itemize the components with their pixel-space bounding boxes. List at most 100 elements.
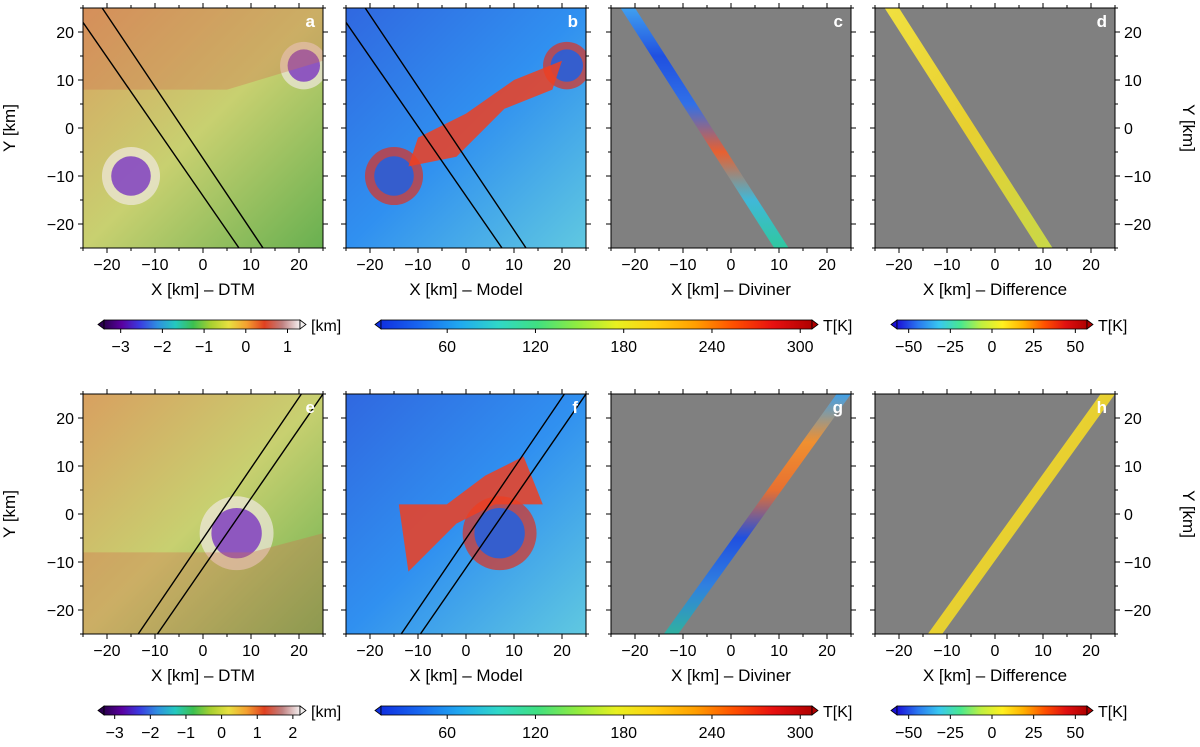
y-tick-label: 0	[65, 121, 74, 138]
y-tick-label: −20	[1124, 217, 1151, 234]
x-tick-label: −20	[885, 257, 912, 274]
x-axis-label: X [km] – Diviner	[671, 666, 791, 685]
axis-ticks	[78, 389, 328, 639]
colorbar-tick-label: 25	[1025, 339, 1043, 356]
colorbar-unit: [km]	[311, 318, 341, 335]
x-tick-label: 0	[462, 643, 471, 660]
colorbar-tick-label: −3	[106, 725, 124, 742]
diviner-swath	[620, 8, 789, 248]
x-tick-label: −10	[669, 643, 696, 660]
colorbar-tick-label: 2	[288, 725, 297, 742]
y-tick-label: 10	[1124, 73, 1142, 90]
colorbar-tick-label: 50	[1066, 725, 1084, 742]
swath-boundary-line	[137, 394, 302, 634]
swath-boundary-line	[346, 22, 503, 248]
x-tick-label: −10	[141, 257, 168, 274]
panel-letter: b	[568, 12, 578, 31]
y-tick-label: 10	[56, 73, 74, 90]
y-axis-label: Y [km]	[1179, 104, 1198, 152]
swath-boundary-line	[419, 394, 586, 634]
y-tick-label: −10	[1124, 169, 1151, 186]
y-tick-label: 20	[56, 25, 74, 42]
x-tick-label: 20	[818, 643, 836, 660]
x-tick-label: −20	[621, 257, 648, 274]
axis-ticks	[870, 389, 1120, 639]
panel-a: a −20 −10 0 10 20 X [km] – DTM −20 −10 0 10 20 Y [km…	[0, 3, 328, 299]
axis-ticks	[78, 3, 328, 253]
x-tick-label: 20	[1082, 257, 1100, 274]
y-tick-label: −20	[47, 217, 74, 234]
y-tick-label: −20	[1124, 603, 1151, 620]
swath-boundary-line	[400, 394, 565, 634]
crater-floor	[211, 508, 262, 559]
colorbar-tick-label: 60	[438, 725, 456, 742]
colorbar-tick-label: 180	[610, 339, 637, 356]
colorbar-unit: T[K]	[1098, 318, 1127, 335]
colorbar-tick-label: −50	[895, 725, 922, 742]
crater-floor	[374, 156, 414, 196]
colorbar-tick-label: −1	[177, 725, 195, 742]
colorbar-tick-label: 300	[787, 339, 814, 356]
x-tick-label: 0	[991, 257, 1000, 274]
x-tick-label: 10	[770, 257, 788, 274]
warm-region	[408, 60, 562, 167]
colorbar-tick-label: 240	[699, 725, 726, 742]
y-tick-label: 10	[56, 459, 74, 476]
panel-f: f −20 −10 0 10 20 X [km] – Model	[341, 389, 591, 685]
x-tick-label: −10	[669, 257, 696, 274]
x-tick-label: 0	[199, 257, 208, 274]
panel-h: h −20 −10 0 10 20 X [km] – Difference −20 −10 0 10…	[870, 389, 1198, 685]
colorbar-gradient	[896, 705, 1088, 716]
colorbar-tick-label: 60	[438, 339, 456, 356]
swath-boundary-line	[83, 22, 240, 248]
panel-letter: e	[306, 398, 315, 417]
y-tick-label: 0	[65, 507, 74, 524]
x-tick-label: 10	[242, 643, 260, 660]
colorbar-tick-label: 0	[988, 725, 997, 742]
colorbar-tick-label: −50	[895, 339, 922, 356]
colorbar-tick-label: 240	[699, 339, 726, 356]
diviner-swath	[927, 394, 1115, 634]
axis-ticks	[870, 3, 1120, 253]
panel-letter: h	[1097, 398, 1107, 417]
colorbar-tick-label: −2	[153, 339, 171, 356]
y-tick-label: 20	[56, 411, 74, 428]
colorbar-tick-label: 1	[283, 339, 292, 356]
y-tick-label: −10	[1124, 555, 1151, 572]
crater-floor	[550, 49, 583, 82]
x-tick-label: 20	[553, 257, 571, 274]
colorbar-unit: [km]	[311, 704, 341, 721]
panel-c: c −20 −10 0 10 20 X [km] – Diviner	[606, 3, 856, 299]
colorbar-gradient	[103, 319, 301, 330]
colorbar-tick-label: 300	[787, 725, 814, 742]
colorbar-diff: −50 −25 0 25 50 T[K]	[890, 704, 1127, 742]
x-tick-label: 20	[818, 257, 836, 274]
highland-region	[83, 533, 323, 634]
axis-ticks	[341, 3, 591, 253]
swath-boundary-line	[156, 394, 323, 634]
x-axis-label: X [km] – Model	[409, 666, 522, 685]
axis-ticks	[606, 3, 856, 253]
x-tick-label: 0	[199, 643, 208, 660]
x-tick-label: 20	[553, 643, 571, 660]
x-tick-label: −20	[621, 643, 648, 660]
y-axis-label: Y [km]	[0, 490, 19, 538]
x-tick-label: 10	[242, 257, 260, 274]
x-tick-label: 0	[991, 643, 1000, 660]
x-tick-label: 20	[1082, 643, 1100, 660]
x-tick-label: −10	[933, 257, 960, 274]
panel-letter: f	[572, 398, 578, 417]
map-background	[83, 8, 323, 248]
colorbar-tick-label: 25	[1025, 725, 1043, 742]
y-tick-label: −10	[47, 555, 74, 572]
colorbar-unit: T[K]	[823, 704, 852, 721]
x-axis-label: X [km] – DTM	[151, 280, 255, 299]
x-tick-label: 0	[727, 643, 736, 660]
y-tick-label: 20	[1124, 25, 1142, 42]
colorbar-tick-label: 0	[988, 339, 997, 356]
x-tick-label: −20	[356, 257, 383, 274]
x-tick-label: 10	[1034, 643, 1052, 660]
colorbar-diff: −50 −25 0 25 50 T[K]	[890, 318, 1127, 356]
swath-boundary-line	[364, 8, 527, 248]
x-tick-label: 0	[727, 257, 736, 274]
